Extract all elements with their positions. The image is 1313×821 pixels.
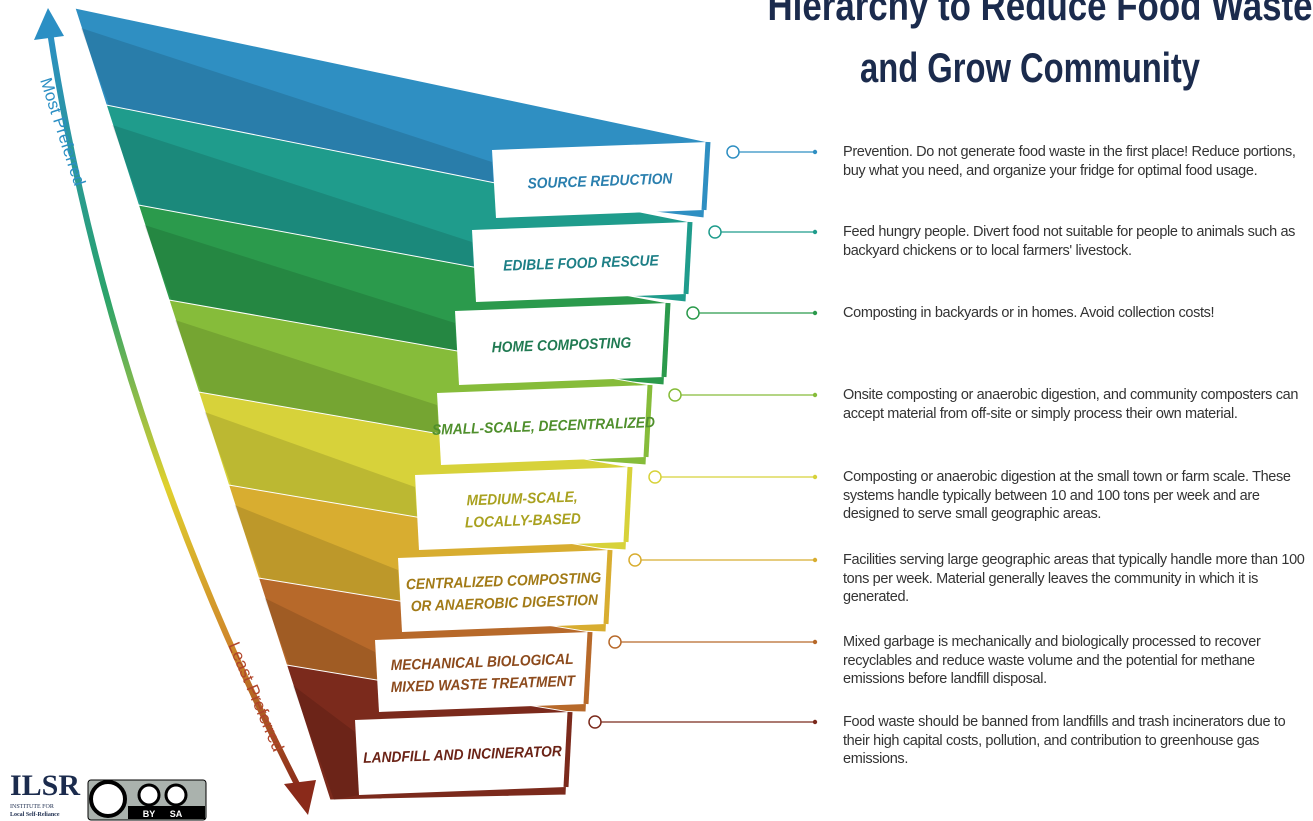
level-description: Prevention. Do not generate food waste i… (843, 143, 1311, 180)
connector-dot (813, 720, 817, 724)
title-line: and Grow Community (860, 44, 1200, 91)
cc-label: SA (170, 809, 183, 819)
connector-dot (813, 640, 817, 644)
connector-ring (687, 307, 699, 319)
level-description: Composting in backyards or in homes. Avo… (843, 304, 1311, 323)
connector-ring (589, 716, 601, 728)
connector-dot (813, 150, 817, 154)
logo-text: ILSR (10, 769, 80, 802)
infographic: Hierarchy to Reduce Food Waste and Grow … (0, 0, 1313, 821)
connector-dot (813, 558, 817, 562)
connector-ring (669, 389, 681, 401)
logo-subtitle: Local Self-Reliance (10, 812, 60, 818)
connector-ring (649, 471, 661, 483)
level-description: Facilities serving large geographic area… (843, 551, 1311, 607)
level-description: Food waste should be banned from landfil… (843, 713, 1311, 769)
connector-ring (727, 146, 739, 158)
connector-dot (813, 393, 817, 397)
title-line: Hierarchy to Reduce Food Waste (768, 0, 1313, 29)
connector-dot (813, 230, 817, 234)
arrow-head (34, 8, 64, 40)
level-description: Onsite composting or anaerobic digestion… (843, 386, 1311, 423)
by-icon (139, 785, 159, 805)
sa-icon (166, 785, 186, 805)
level-description: Mixed garbage is mechanically and biolog… (843, 633, 1311, 689)
connector-ring (709, 226, 721, 238)
cc-badge-band (128, 806, 205, 819)
logo-subtitle: INSTITUTE FOR (10, 804, 54, 810)
connector-ring (629, 554, 641, 566)
level-description: Feed hungry people. Divert food not suit… (843, 223, 1311, 260)
arrow-head (284, 780, 316, 815)
cc-label: BY (143, 809, 156, 819)
arrow-label: Least Preferred (224, 639, 287, 754)
connector-ring (609, 636, 621, 648)
connector-dot (813, 475, 817, 479)
cc-icon (91, 782, 125, 816)
level-description: Composting or anaerobic digestion at the… (843, 468, 1311, 524)
connector-dot (813, 311, 817, 315)
label-box (415, 467, 630, 550)
